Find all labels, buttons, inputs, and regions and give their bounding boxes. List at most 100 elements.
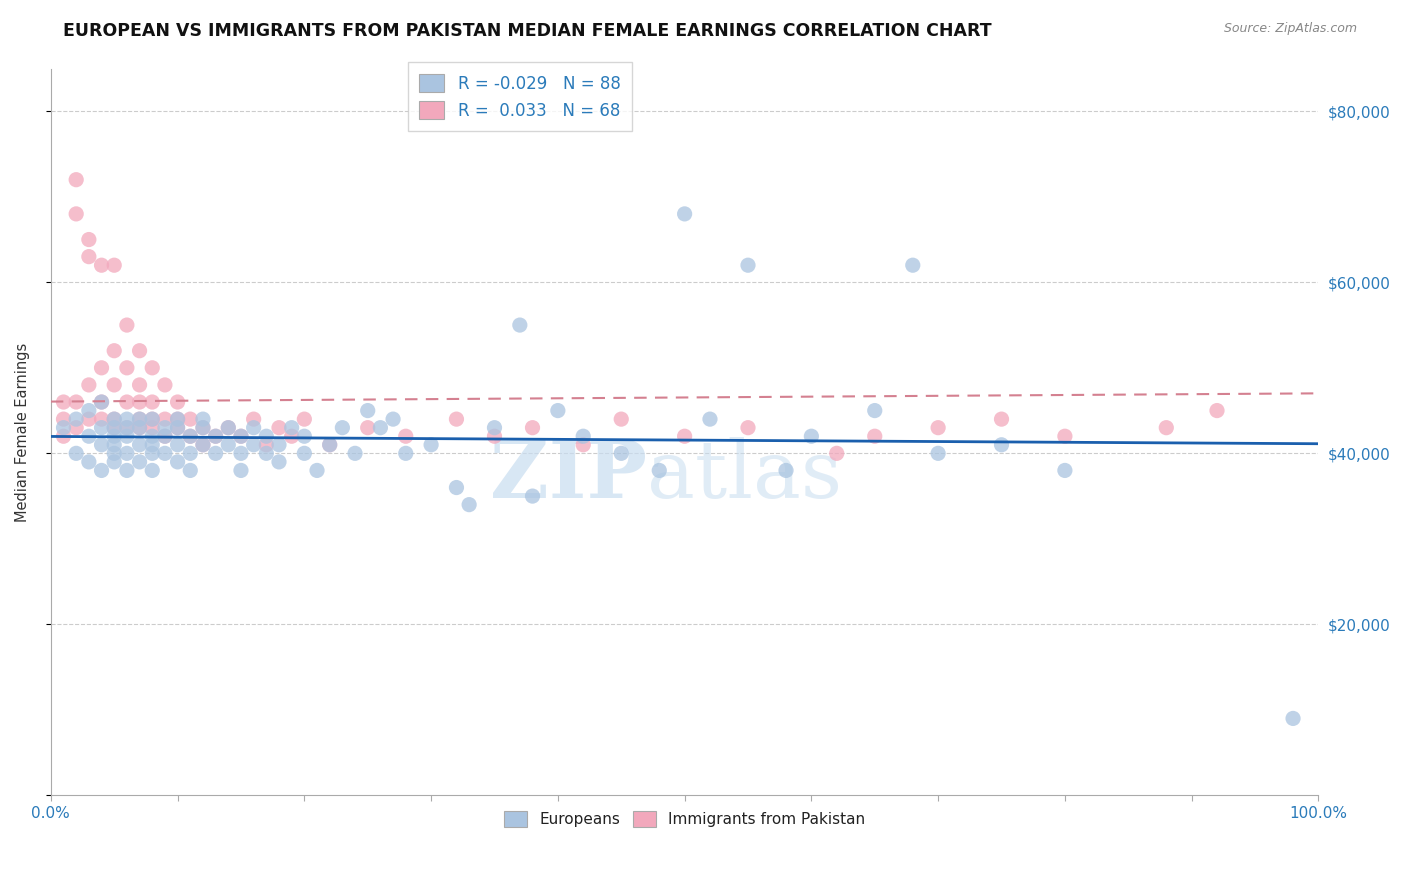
Point: [547, 403, 569, 417]
Point: [800, 429, 823, 443]
Point: [737, 420, 759, 434]
Point: [52, 412, 75, 426]
Point: [128, 420, 150, 434]
Point: [318, 438, 340, 452]
Point: [166, 455, 188, 469]
Point: [267, 438, 290, 452]
Point: [65, 207, 87, 221]
Point: [179, 446, 201, 460]
Point: [395, 429, 418, 443]
Point: [318, 438, 340, 452]
Point: [90, 360, 112, 375]
Point: [990, 438, 1012, 452]
Point: [128, 378, 150, 392]
Point: [179, 429, 201, 443]
Point: [115, 446, 138, 460]
Point: [1053, 429, 1076, 443]
Point: [103, 420, 125, 434]
Point: [141, 429, 163, 443]
Point: [128, 412, 150, 426]
Text: ZIP: ZIP: [489, 436, 647, 515]
Point: [153, 429, 176, 443]
Point: [166, 420, 188, 434]
Point: [699, 412, 721, 426]
Point: [166, 438, 188, 452]
Point: [420, 438, 443, 452]
Point: [267, 455, 290, 469]
Point: [229, 429, 252, 443]
Point: [166, 412, 188, 426]
Text: EUROPEAN VS IMMIGRANTS FROM PAKISTAN MEDIAN FEMALE EARNINGS CORRELATION CHART: EUROPEAN VS IMMIGRANTS FROM PAKISTAN MED…: [63, 22, 991, 40]
Point: [65, 395, 87, 409]
Point: [65, 446, 87, 460]
Point: [737, 258, 759, 272]
Point: [610, 446, 633, 460]
Point: [458, 498, 481, 512]
Point: [217, 438, 239, 452]
Point: [292, 446, 315, 460]
Point: [217, 420, 239, 434]
Point: [128, 420, 150, 434]
Point: [77, 233, 100, 247]
Point: [673, 429, 696, 443]
Point: [90, 395, 112, 409]
Point: [179, 463, 201, 477]
Point: [1282, 711, 1305, 725]
Point: [204, 446, 226, 460]
Point: [103, 378, 125, 392]
Point: [52, 395, 75, 409]
Point: [153, 378, 176, 392]
Point: [370, 420, 392, 434]
Point: [77, 250, 100, 264]
Point: [103, 412, 125, 426]
Point: [863, 429, 886, 443]
Point: [344, 446, 367, 460]
Point: [648, 463, 671, 477]
Point: [484, 429, 506, 443]
Point: [382, 412, 405, 426]
Point: [179, 429, 201, 443]
Point: [90, 420, 112, 434]
Point: [90, 438, 112, 452]
Point: [77, 403, 100, 417]
Point: [673, 207, 696, 221]
Point: [128, 455, 150, 469]
Point: [103, 258, 125, 272]
Point: [166, 420, 188, 434]
Point: [90, 395, 112, 409]
Point: [115, 360, 138, 375]
Point: [522, 420, 544, 434]
Point: [77, 455, 100, 469]
Point: [90, 463, 112, 477]
Point: [990, 412, 1012, 426]
Point: [52, 420, 75, 434]
Point: [254, 438, 277, 452]
Point: [153, 412, 176, 426]
Point: [305, 463, 328, 477]
Point: [191, 438, 214, 452]
Point: [153, 446, 176, 460]
Point: [128, 412, 150, 426]
Point: [103, 343, 125, 358]
Point: [128, 395, 150, 409]
Point: [141, 412, 163, 426]
Legend: Europeans, Immigrants from Pakistan: Europeans, Immigrants from Pakistan: [496, 804, 873, 835]
Point: [65, 172, 87, 186]
Point: [254, 446, 277, 460]
Point: [103, 446, 125, 460]
Point: [1156, 420, 1178, 434]
Point: [166, 395, 188, 409]
Point: [292, 412, 315, 426]
Point: [65, 420, 87, 434]
Point: [141, 438, 163, 452]
Point: [484, 420, 506, 434]
Point: [103, 420, 125, 434]
Point: [166, 412, 188, 426]
Point: [572, 429, 595, 443]
Point: [191, 438, 214, 452]
Point: [927, 446, 949, 460]
Point: [115, 318, 138, 332]
Point: [927, 420, 949, 434]
Point: [103, 412, 125, 426]
Point: [115, 463, 138, 477]
